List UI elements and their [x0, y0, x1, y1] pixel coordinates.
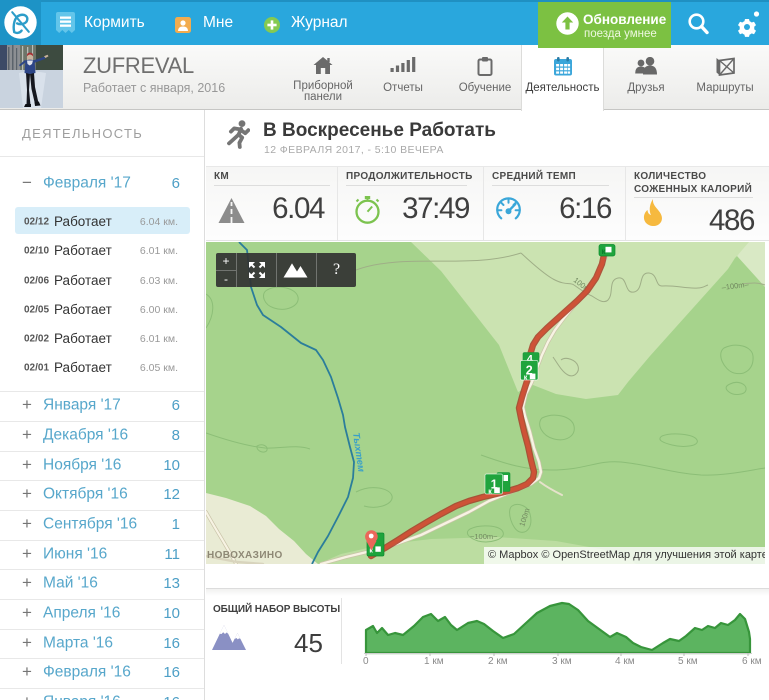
svg-text:Тыхтем: Тыхтем	[350, 432, 366, 473]
svg-text:2: 2	[526, 364, 533, 378]
svg-text:–100m–: –100m–	[721, 280, 750, 292]
svg-text:НОВОХАЗИНО: НОВОХАЗИНО	[207, 550, 283, 561]
svg-text:4: 4	[527, 354, 534, 366]
svg-text:к: к	[602, 247, 607, 256]
svg-text:к: к	[488, 488, 492, 495]
svg-text:~100m~: ~100m~	[470, 532, 498, 541]
svg-text:1: 1	[491, 478, 498, 492]
svg-text:к: к	[524, 375, 528, 382]
svg-text:к: к	[369, 547, 373, 554]
